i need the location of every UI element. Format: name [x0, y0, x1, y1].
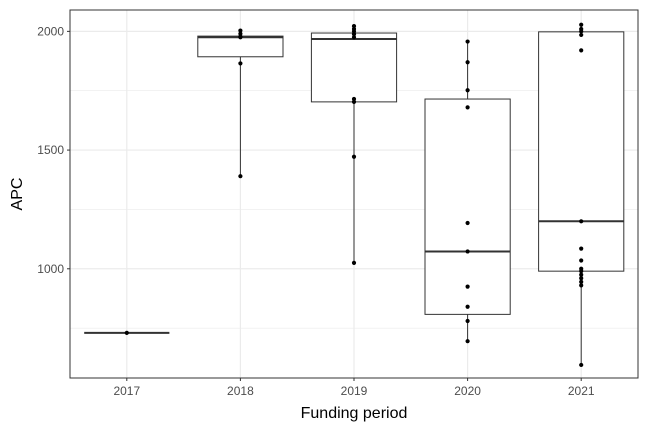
data-point: [465, 339, 470, 344]
x-tick-label: 2019: [341, 384, 368, 398]
data-point: [579, 246, 584, 251]
x-tick-label: 2017: [113, 384, 140, 398]
x-axis-title: Funding period: [301, 405, 408, 422]
data-point: [465, 105, 470, 110]
data-point: [351, 154, 357, 159]
y-tick-label: 1500: [37, 143, 64, 157]
y-axis-title: APC: [9, 178, 26, 211]
data-point: [465, 60, 470, 65]
data-point: [351, 32, 357, 37]
data-point: [579, 283, 584, 288]
data-point: [465, 304, 470, 309]
box-iqr: [424, 98, 511, 315]
data-point: [238, 174, 243, 179]
data-point: [238, 35, 243, 40]
data-point: [465, 284, 470, 289]
data-point: [579, 48, 584, 53]
data-points: [124, 22, 584, 368]
data-point: [465, 39, 470, 44]
data-point: [124, 330, 129, 335]
data-point: [238, 61, 243, 66]
box-2020: [424, 41, 511, 342]
box-2019: [310, 26, 398, 263]
data-point: [238, 28, 243, 33]
x-tick-label: 2018: [227, 384, 254, 398]
x-tick-label: 2020: [454, 384, 481, 398]
data-point: [465, 220, 470, 226]
data-point: [579, 279, 584, 284]
data-point: [579, 258, 584, 263]
data-point: [579, 32, 584, 38]
x-tick-label: 2021: [568, 384, 595, 398]
data-point: [351, 35, 357, 40]
data-point: [579, 269, 584, 274]
y-tick-label: 2000: [37, 24, 64, 38]
axes: 1000 1500 2000 2017 2018 2019 2020 2021: [37, 24, 595, 398]
box-iqr: [310, 32, 398, 103]
data-point: [579, 276, 584, 281]
data-point: [579, 22, 584, 27]
data-point: [465, 88, 470, 93]
y-tick-label: 1000: [37, 262, 64, 276]
data-point: [579, 362, 584, 368]
data-point: [351, 260, 357, 265]
box-2021: [538, 24, 625, 365]
data-point: [465, 318, 470, 324]
data-point: [579, 219, 584, 224]
box-iqr: [538, 31, 625, 272]
box-2018: [197, 30, 284, 177]
data-point: [351, 99, 357, 104]
data-point: [579, 29, 584, 34]
data-point: [465, 249, 470, 254]
data-point: [579, 272, 584, 277]
